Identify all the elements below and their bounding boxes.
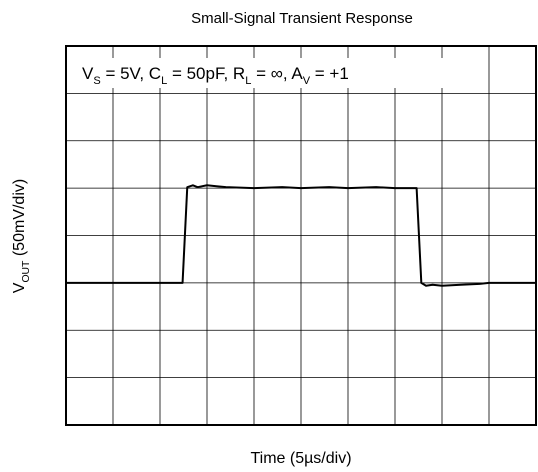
text-part: V (303, 75, 311, 87)
text-part: = ∞, A (251, 64, 303, 83)
text-part: L (161, 75, 167, 87)
text-part: = 5V, C (101, 64, 161, 83)
x-axis-label: Time (5µs/div) (250, 450, 351, 467)
y-label: VOUT (50mV/div) (11, 179, 32, 293)
text-part: S (93, 75, 100, 87)
annotation-bg (76, 58, 446, 88)
text-part: L (245, 75, 251, 87)
text-part: OUT (21, 260, 32, 283)
line-series (66, 184, 536, 287)
chart-title: Small-Signal Transient Response (191, 10, 413, 27)
text-part: = +1 (310, 64, 349, 83)
text-part: = 50pF, R (167, 64, 245, 83)
text-part: (50mV/div) (11, 179, 28, 261)
text-part: V (11, 282, 28, 293)
annotation: VS = 5V, CL = 50pF, RL = ∞, AV = +1 (82, 64, 349, 87)
text-part: V (82, 64, 94, 83)
plot-frame (65, 45, 537, 426)
